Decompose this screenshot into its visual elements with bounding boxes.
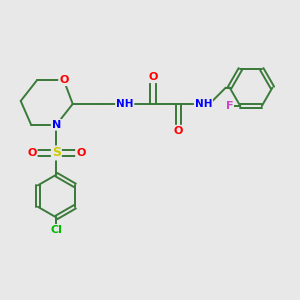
Text: O: O: [76, 148, 86, 158]
Text: O: O: [173, 126, 183, 136]
Text: NH: NH: [116, 99, 134, 109]
Text: N: N: [52, 120, 61, 130]
Text: Cl: Cl: [50, 225, 62, 235]
Text: F: F: [226, 101, 233, 111]
Text: O: O: [148, 72, 158, 82]
Text: NH: NH: [195, 99, 212, 109]
Text: O: O: [27, 148, 37, 158]
Text: S: S: [52, 146, 61, 160]
Text: O: O: [59, 75, 68, 85]
